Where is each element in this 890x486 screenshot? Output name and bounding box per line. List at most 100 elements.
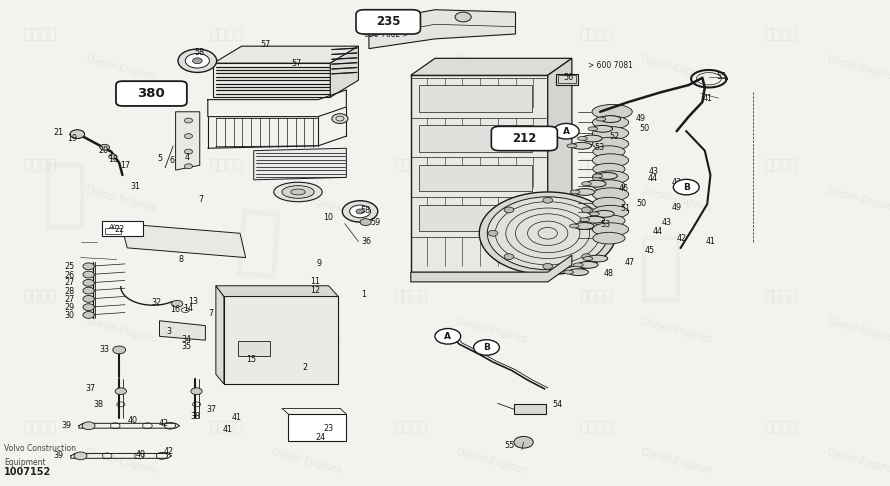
Text: 58: 58 [195,48,205,56]
Text: 26: 26 [64,271,75,279]
Ellipse shape [594,210,614,217]
Circle shape [543,197,553,203]
Text: 55: 55 [504,441,514,450]
Text: 42: 42 [158,419,168,428]
Text: 聚发动力: 聚发动力 [579,290,613,303]
Ellipse shape [593,171,628,184]
Ellipse shape [587,255,608,262]
Text: 59: 59 [370,218,380,226]
Ellipse shape [601,116,620,122]
Ellipse shape [593,116,628,129]
Ellipse shape [593,197,625,209]
Ellipse shape [570,224,579,228]
Circle shape [184,118,192,123]
Circle shape [178,49,216,72]
Text: 43: 43 [662,218,672,227]
Text: Diesel-Engines: Diesel-Engines [455,54,528,82]
Circle shape [74,452,87,460]
Text: Diesel-Engines: Diesel-Engines [455,316,528,345]
Polygon shape [288,414,346,441]
Polygon shape [224,296,338,384]
Circle shape [479,192,616,275]
Bar [514,404,546,414]
Text: 58: 58 [360,206,371,215]
Text: Diesel-Engines: Diesel-Engines [826,448,890,476]
Ellipse shape [593,163,625,175]
Circle shape [184,149,192,154]
Text: 39: 39 [53,451,63,460]
Text: 聚发动力: 聚发动力 [579,158,613,172]
Text: 41: 41 [706,237,716,245]
Text: Air: Air [108,225,117,230]
Circle shape [543,263,553,269]
Ellipse shape [575,189,595,195]
Text: 25: 25 [64,262,75,271]
Text: 48: 48 [604,269,614,278]
Circle shape [455,12,471,22]
Polygon shape [175,112,199,170]
Circle shape [356,209,364,214]
Text: 聚: 聚 [637,230,684,304]
Text: 16: 16 [171,305,181,314]
Text: Diesel-Engines: Diesel-Engines [640,448,713,476]
Text: 8: 8 [179,255,183,264]
Text: 21: 21 [53,128,63,137]
Text: 聚发动力: 聚发动力 [765,421,798,434]
Text: 聚发动力: 聚发动力 [209,290,242,303]
Ellipse shape [567,144,577,148]
Ellipse shape [593,138,628,151]
Text: Diesel-Engines: Diesel-Engines [85,316,157,345]
Text: 17: 17 [120,161,130,170]
Bar [238,341,270,356]
Circle shape [343,201,377,222]
Text: 28: 28 [64,287,75,295]
Text: 6: 6 [169,156,174,165]
Text: 12: 12 [310,286,320,295]
Text: A: A [444,332,451,341]
Text: 23: 23 [324,424,334,433]
Ellipse shape [573,263,583,267]
Text: 50: 50 [636,199,646,208]
Text: Diesel-Engines: Diesel-Engines [640,54,713,82]
Text: 聚发动力: 聚发动力 [765,27,798,41]
Ellipse shape [593,174,603,178]
Text: 聚发动力: 聚发动力 [394,421,427,434]
Text: 4: 4 [184,154,190,162]
Text: 15: 15 [247,355,256,364]
Text: 212: 212 [512,132,537,145]
Text: 32: 32 [151,298,161,307]
Circle shape [82,422,95,430]
Text: 33: 33 [100,346,109,354]
Ellipse shape [582,135,603,142]
Text: 37: 37 [206,405,216,414]
Ellipse shape [578,261,598,268]
Text: 53: 53 [595,143,604,152]
Text: 34: 34 [182,335,192,344]
Text: 聚发动力: 聚发动力 [23,27,57,41]
Text: Volvo Construction: Volvo Construction [4,444,76,453]
Text: 5: 5 [157,154,162,163]
Ellipse shape [593,188,628,201]
Circle shape [100,144,109,150]
Text: 聚发动力: 聚发动力 [579,421,613,434]
Text: 49: 49 [672,203,682,211]
Text: 30: 30 [64,312,74,320]
Circle shape [192,58,202,64]
Text: 29: 29 [64,303,75,312]
Ellipse shape [593,127,628,140]
Text: 20: 20 [98,146,109,155]
Polygon shape [411,58,572,75]
Text: 40: 40 [128,417,138,425]
Text: 7: 7 [198,195,204,204]
Circle shape [83,304,94,311]
Ellipse shape [593,154,628,167]
Circle shape [504,207,514,213]
Ellipse shape [581,182,591,186]
Circle shape [554,123,579,139]
Text: 聚发动力: 聚发动力 [394,290,427,303]
Text: 聚发动力: 聚发动力 [394,27,427,41]
Text: 37: 37 [85,384,95,393]
Text: Diesel-Engines: Diesel-Engines [826,54,890,82]
Circle shape [582,254,591,260]
Text: 7: 7 [208,309,214,318]
